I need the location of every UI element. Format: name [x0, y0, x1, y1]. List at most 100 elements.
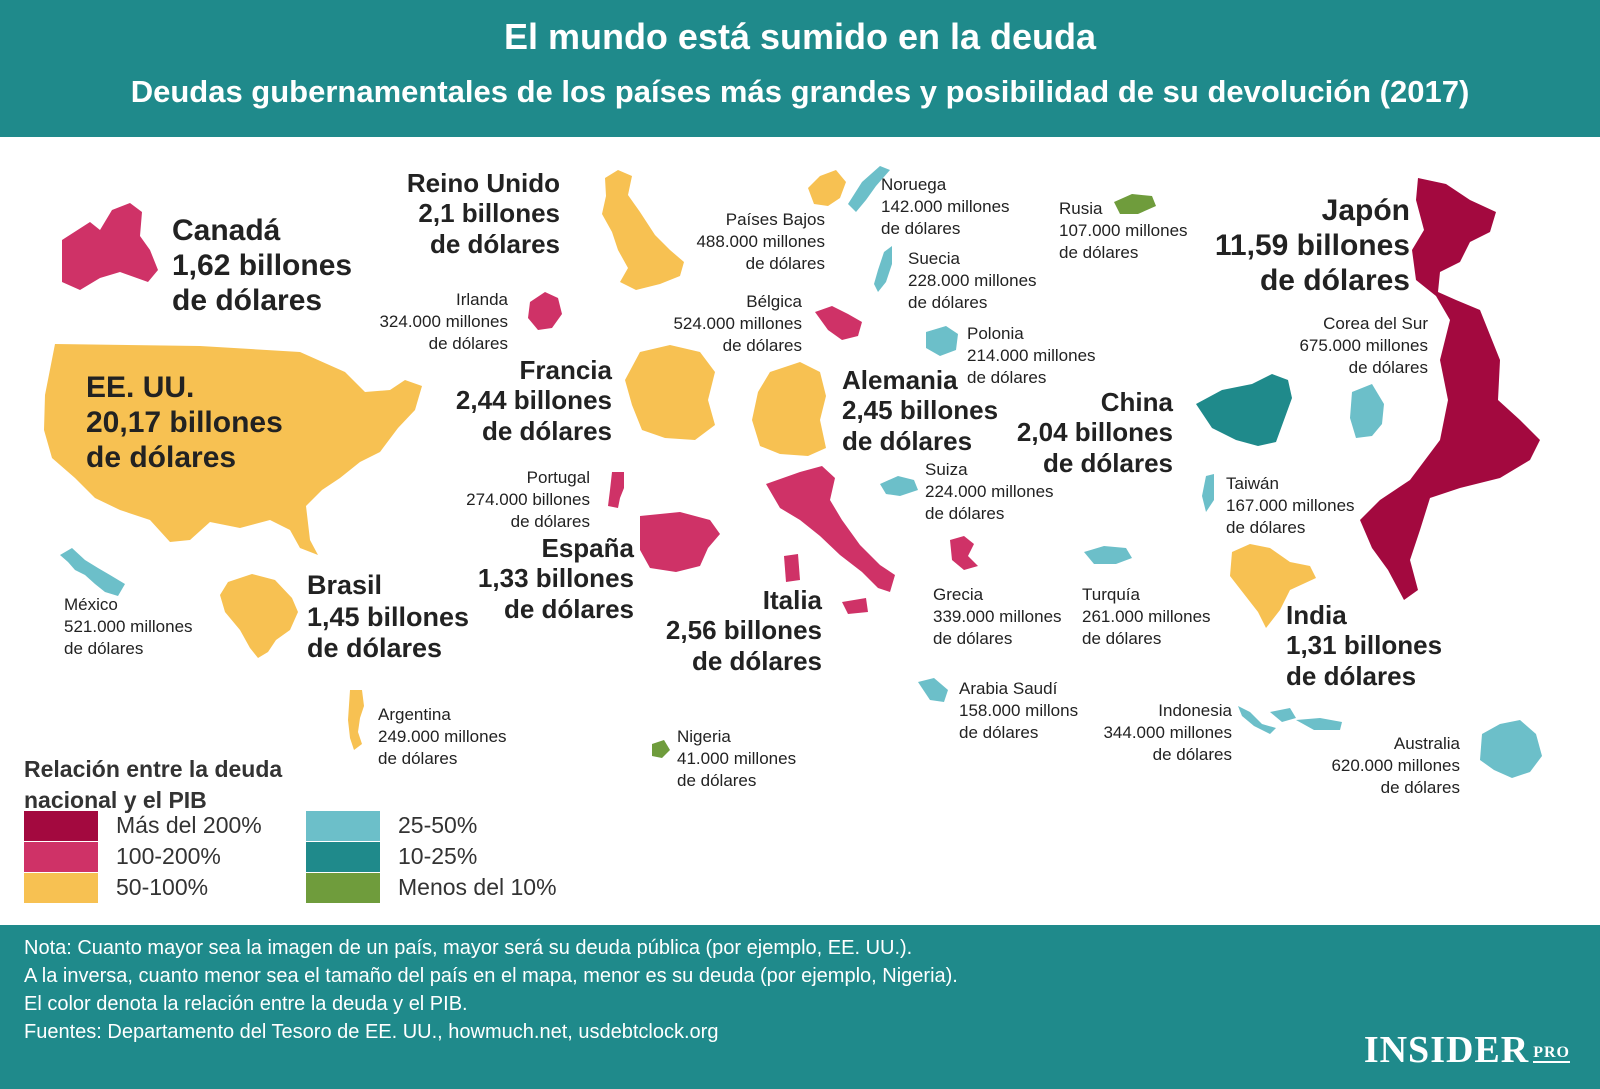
logo-sub: PRO	[1533, 1044, 1570, 1064]
shape-brasil	[220, 574, 298, 658]
label-taiwan: Taiwán 167.000 millones de dólares	[1226, 473, 1355, 539]
debt-unit: de dólares	[64, 639, 144, 659]
footer-note-1: Nota: Cuanto mayor sea la imagen de un p…	[24, 937, 913, 959]
label-arabia: Arabia Saudí 158.000 millons de dólares	[959, 678, 1078, 744]
page-subtitle: Deudas gubernamentales de los países más…	[130, 74, 1470, 109]
debt-amount: 142.000 millones	[881, 197, 1010, 217]
shape-italia-sicilia	[842, 598, 868, 614]
label-espana: España 1,33 billones de dólares	[460, 533, 634, 624]
debt-unit: de dólares	[842, 425, 973, 456]
country-name: China	[1100, 387, 1173, 417]
country-name: Australia	[1393, 734, 1460, 753]
page-title: El mundo está sumido en la deuda	[503, 16, 1097, 57]
shape-australia	[1480, 720, 1542, 778]
label-china: China 2,04 billones de dólares	[1010, 387, 1173, 478]
debt-amount: 11,59 billones	[1214, 229, 1410, 263]
debt-amount: 339.000 millones	[933, 607, 1062, 627]
debt-amount: 521.000 millones	[64, 617, 193, 637]
country-name: Países Bajos	[725, 210, 825, 229]
shape-turquia	[1084, 546, 1132, 564]
legend-label: 25-50%	[398, 812, 478, 838]
shape-corea	[1350, 384, 1384, 438]
debt-amount: 524.000 millones	[673, 314, 802, 334]
shape-china	[1196, 374, 1292, 446]
country-name: Japón	[1321, 194, 1410, 227]
shape-mexico	[60, 548, 125, 596]
debt-unit: de dólares	[722, 336, 802, 356]
country-name: Argentina	[378, 705, 451, 724]
shape-suecia	[874, 246, 892, 292]
shape-portugal	[608, 472, 624, 508]
label-italia: Italia 2,56 billones de dólares	[660, 585, 822, 676]
label-corea: Corea del Sur 675.000 millones de dólare…	[1262, 313, 1428, 379]
shape-arabia	[918, 678, 948, 702]
shape-suiza	[880, 476, 918, 496]
country-name: Polonia	[967, 324, 1024, 343]
shape-indonesia	[1238, 706, 1342, 734]
debt-unit: de dólares	[172, 284, 323, 318]
shape-grecia	[950, 536, 978, 570]
debt-amount: 1,31 billones	[1286, 630, 1443, 661]
debt-amount: 324.000 millones	[379, 312, 508, 332]
debt-unit: de dólares	[1082, 629, 1162, 649]
debt-unit: de dólares	[378, 749, 458, 769]
debt-unit: de dólares	[1380, 778, 1460, 798]
country-name: Suiza	[925, 460, 968, 479]
debt-unit: de dólares	[933, 629, 1013, 649]
debt-unit: de dólares	[925, 504, 1005, 524]
label-portugal: Portugal 274.000 billones de dólares	[430, 467, 590, 533]
shape-espana	[640, 512, 720, 572]
country-name: Reino Unido	[406, 168, 560, 198]
debt-amount: 214.000 millones	[967, 346, 1096, 366]
label-argentina: Argentina 249.000 millones de dólares	[378, 704, 507, 770]
debt-unit: de dólares	[481, 415, 612, 446]
debt-amount: 20,17 billones	[86, 406, 283, 440]
debt-amount: 2,04 billones	[1016, 417, 1173, 448]
label-rusia: Rusia 107.000 millones de dólares	[1059, 198, 1188, 264]
shape-italia-cerdena	[784, 554, 800, 582]
shape-nigeria	[652, 740, 670, 758]
legend-swatch	[306, 811, 380, 841]
country-name: EE. UU.	[86, 371, 195, 404]
debt-amount: 1,33 billones	[477, 563, 634, 594]
debt-amount: 167.000 millones	[1226, 496, 1355, 516]
footer-note-2: A la inversa, cuanto menor sea el tamaño…	[24, 965, 958, 987]
legend-label: 50-100%	[116, 874, 209, 900]
debt-unit: de dólares	[967, 368, 1047, 388]
debt-unit: de dólares	[428, 334, 508, 354]
label-irlanda: Irlanda 324.000 millones de dólares	[340, 289, 508, 355]
debt-unit: de dólares	[1226, 518, 1306, 538]
legend-label: 10-25%	[398, 843, 478, 869]
debt-amount: 2,1 billones	[418, 198, 560, 229]
country-name: Francia	[519, 355, 613, 385]
debt-amount: 488.000 millones	[696, 232, 825, 252]
legend-label: 100-200%	[116, 843, 221, 869]
debt-unit: de dólares	[691, 645, 822, 676]
legend-swatch	[306, 873, 380, 903]
country-name: México	[64, 595, 118, 614]
legend-title-line1: Relación entre la deuda	[24, 756, 283, 782]
country-name: Alemania	[842, 365, 958, 395]
legend-label: Menos del 10%	[398, 874, 557, 900]
country-name: Grecia	[933, 585, 984, 604]
debt-unit: de dólares	[503, 593, 634, 624]
legend-label: Más del 200%	[116, 812, 262, 838]
debt-amount: 274.000 billones	[466, 490, 590, 510]
country-name: Nigeria	[677, 727, 731, 746]
country-name: Bélgica	[746, 292, 802, 311]
shape-rusia	[1114, 194, 1156, 214]
debt-amount: 344.000 millones	[1103, 723, 1232, 743]
debt-amount: 158.000 millons	[959, 701, 1079, 721]
debt-unit: de dólares	[307, 633, 443, 664]
map-shapes	[44, 166, 1542, 778]
debt-amount: 249.000 millones	[378, 727, 507, 747]
label-suiza: Suiza 224.000 millones de dólares	[925, 459, 1054, 525]
label-francia: Francia 2,44 billones de dólares	[440, 355, 612, 446]
debt-amount: 675.000 millones	[1299, 336, 1428, 356]
label-alemania: Alemania 2,45 billones de dólares	[842, 365, 998, 456]
debt-unit: de dólares	[86, 441, 237, 475]
label-japon: Japón 11,59 billones de dólares	[1190, 193, 1410, 298]
label-polonia: Polonia 214.000 millones de dólares	[967, 323, 1096, 389]
country-name: Indonesia	[1158, 701, 1232, 720]
debt-unit: de dólares	[908, 293, 988, 313]
